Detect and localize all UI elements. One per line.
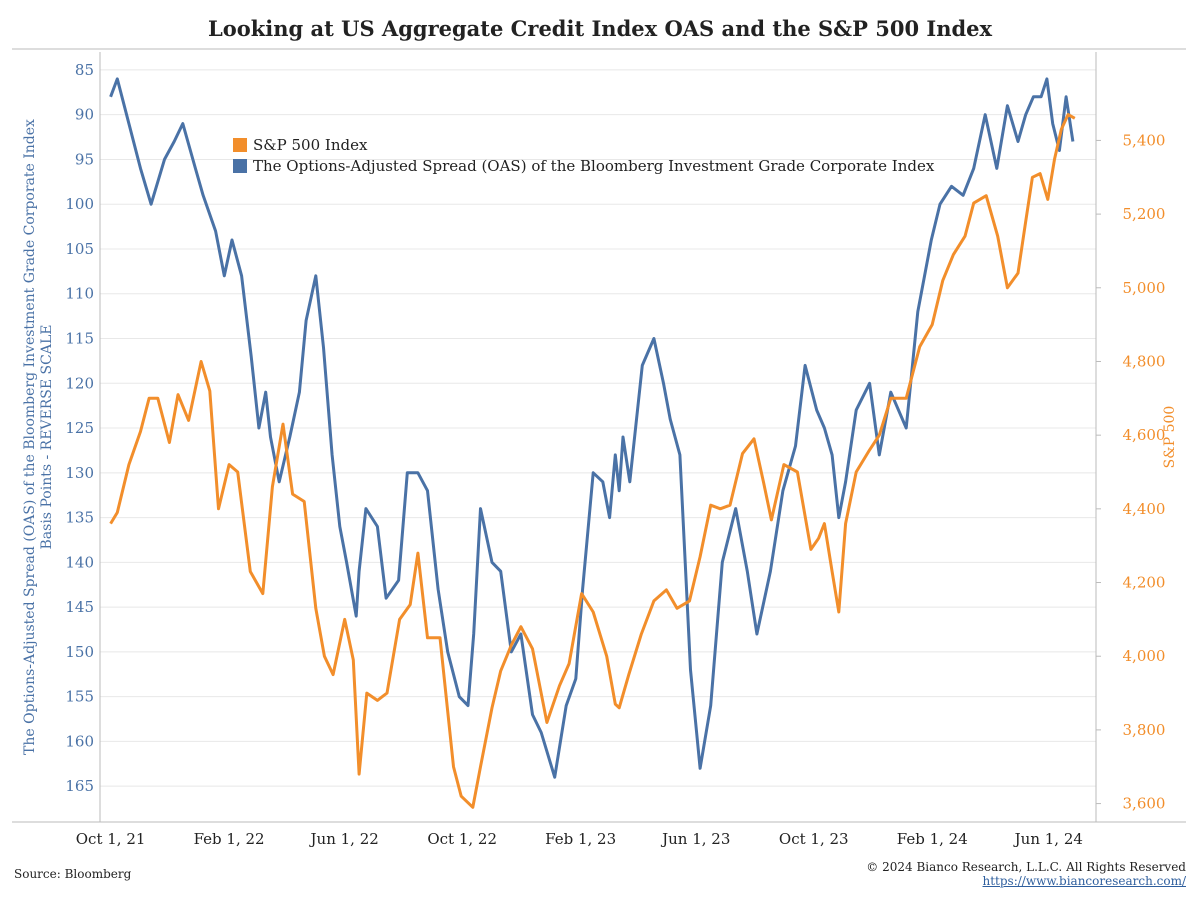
y-left-axis-label-line1: The Options-Adjusted Spread (OAS) of the…	[22, 119, 38, 755]
x-tick-label: Jun 1, 23	[660, 830, 730, 848]
y-left-axis-label-line2: Basis Points - REVERSE SCALE	[39, 325, 55, 550]
y-right-tick-label: 4,600	[1123, 426, 1166, 444]
legend: S&P 500 Index The Options-Adjusted Sprea…	[233, 134, 934, 176]
y-right-tick-label: 4,400	[1123, 500, 1166, 518]
series-lines	[109, 77, 1076, 809]
x-tick-label: Oct 1, 21	[76, 830, 146, 848]
y-right-axis-label: S&P 500	[1162, 406, 1178, 469]
x-tick-label: Oct 1, 22	[427, 830, 497, 848]
x-tick-label: Feb 1, 24	[897, 830, 968, 848]
x-tick-labels: Oct 1, 21 Feb 1, 22 Jun 1, 22 Oct 1, 22 Feb …	[76, 830, 1083, 848]
y-right-tick-label: 5,000	[1123, 279, 1166, 297]
y-left-tick-label: 160	[65, 732, 94, 750]
gridlines	[100, 69, 1096, 787]
spx-series-line	[109, 113, 1076, 809]
x-tick-label: Oct 1, 23	[779, 830, 849, 848]
y-left-tick-label: 105	[65, 240, 94, 258]
y-left-tick-label: 95	[75, 150, 94, 168]
chart-title: Looking at US Aggregate Credit Index OAS…	[207, 16, 993, 41]
y-left-tick-label: 125	[65, 419, 94, 437]
x-tick-label: Jun 1, 22	[309, 830, 379, 848]
y-right-tick-label: 3,600	[1123, 795, 1166, 813]
x-tick-label: Jun 1, 24	[1013, 830, 1083, 848]
y-right-tick-label: 5,200	[1123, 205, 1166, 223]
oas-series-line	[109, 77, 1075, 779]
y-right-tick-label: 4,200	[1123, 574, 1166, 592]
y-left-tick-label: 100	[65, 195, 94, 213]
legend-swatch-spx	[233, 137, 247, 152]
y-left-tick-labels: 85 90 95 100 105 110 115 120 125 130 135 140 145 150 1…	[65, 61, 94, 795]
source-note: Source: Bloomberg	[14, 867, 132, 881]
y-left-tick-label: 140	[65, 553, 94, 571]
legend-item-oas: The Options-Adjusted Spread (OAS) of the…	[233, 155, 934, 176]
y-left-tick-label: 130	[65, 464, 94, 482]
legend-swatch-oas	[233, 158, 247, 173]
y-right-tick-label: 4,000	[1123, 647, 1166, 665]
y-left-tick-label: 90	[75, 106, 94, 124]
copyright-note: © 2024 Bianco Research, L.L.C. All Right…	[866, 860, 1186, 874]
y-right-tick-label: 4,800	[1123, 352, 1166, 370]
y-left-tick-label: 155	[65, 688, 94, 706]
legend-item-spx: S&P 500 Index	[233, 134, 934, 155]
y-left-tick-label: 165	[65, 777, 94, 795]
y-left-tick-label: 150	[65, 643, 94, 661]
y-left-tick-label: 135	[65, 509, 94, 527]
legend-label-spx: S&P 500 Index	[253, 135, 368, 154]
y-left-tick-label: 85	[75, 61, 94, 79]
x-tick-label: Feb 1, 23	[545, 830, 616, 848]
y-left-tick-label: 145	[65, 598, 94, 616]
x-tick-label: Feb 1, 22	[194, 830, 265, 848]
y-left-tick-label: 110	[65, 285, 94, 303]
y-left-tick-label: 115	[65, 330, 94, 348]
y-left-tick-label: 120	[65, 374, 94, 392]
y-right-tick-label: 5,400	[1123, 131, 1166, 149]
y-right-tick-label: 3,800	[1123, 721, 1166, 739]
website-link[interactable]: https://www.biancoresearch.com/	[982, 874, 1186, 888]
y-right-tick-labels: 3,600 3,800 4,000 4,200 4,400 4,600 4,800 5,000…	[1096, 131, 1166, 813]
legend-label-oas: The Options-Adjusted Spread (OAS) of the…	[253, 156, 935, 175]
